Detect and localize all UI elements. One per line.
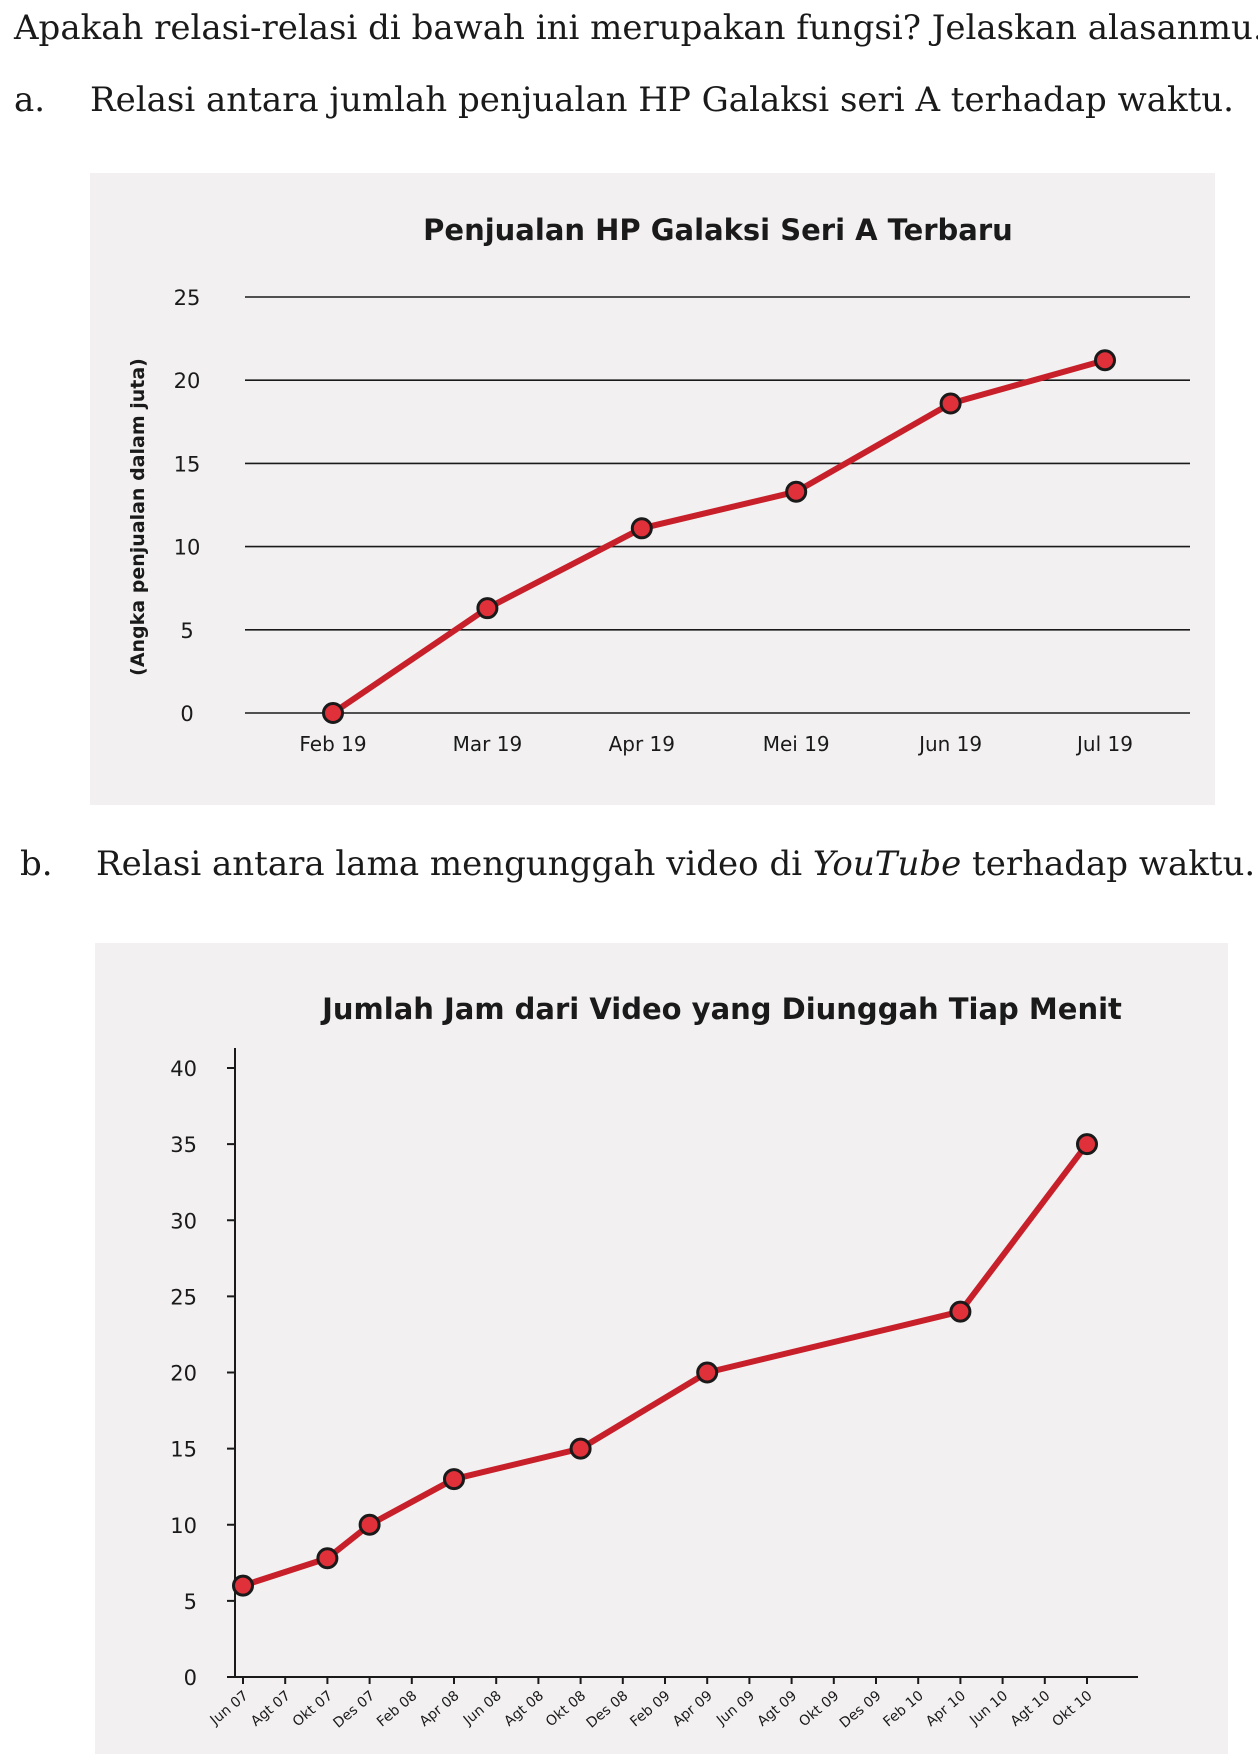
chart-b-ytick-label: 25 (170, 1285, 197, 1309)
chart-a-ylabel: (Angka penjualan dalam juta) (127, 358, 149, 676)
item-a-letter: a. (14, 80, 46, 120)
chart-a-ytick-label: 5 (180, 619, 193, 643)
chart-a-data-point (939, 392, 962, 415)
chart-b-title: Jumlah Jam dari Video yang Diunggah Tiap… (320, 992, 1122, 1026)
item-b-text-after: terhadap waktu. (961, 844, 1256, 884)
chart-a-ytick-label: 20 (174, 369, 201, 393)
chart-a-ytick-label: 15 (174, 452, 201, 476)
chart-b-ytick-label: 10 (170, 1514, 197, 1538)
chart-b-data-point (949, 1300, 972, 1323)
chart-a-xtick-label: Feb 19 (299, 732, 366, 756)
chart-a-xtick-label: Mei 19 (763, 732, 830, 756)
chart-a-data-point (630, 517, 653, 540)
chart-a-data-point (476, 597, 499, 620)
chart-b-data-point (232, 1574, 254, 1597)
chart-a-xtick-label: Mar 19 (453, 732, 523, 756)
chart-b-ytick-label: 0 (184, 1666, 197, 1690)
chart-b-data-point (443, 1468, 465, 1491)
item-b-text-italic: YouTube (812, 844, 962, 884)
chart-a-xtick-label: Apr 19 (609, 732, 675, 756)
chart-a-background (90, 173, 1215, 805)
chart-b-ytick-label: 15 (170, 1438, 197, 1462)
chart-b-ytick-label: 20 (170, 1362, 197, 1386)
chart-a-ytick-label: 0 (180, 702, 193, 726)
chart-b-data-point (696, 1361, 719, 1384)
question-intro: Apakah relasi-relasi di bawah ini merupa… (14, 8, 1258, 48)
chart-a-ytick-label: 25 (174, 286, 201, 310)
chart-b-data-point (316, 1547, 339, 1570)
chart-a-data-point (1094, 349, 1116, 372)
chart-a-data-point (322, 702, 344, 724)
chart-a-series-line (330, 357, 1108, 716)
chart-a-ytick-label: 10 (174, 536, 201, 560)
chart-b-background (95, 943, 1228, 1754)
item-b-text-before: Relasi antara lama mengunggah video di (96, 844, 813, 884)
chart-b-data-point (358, 1513, 381, 1536)
item-b-text: Relasi antara lama mengunggah video di Y… (96, 844, 1255, 884)
chart-b-data-point (1076, 1133, 1098, 1156)
chart-a-sales: Penjualan HP Galaksi Seri A Terbaru 0 5 10 1… (90, 173, 1215, 805)
chart-a-title: Penjualan HP Galaksi Seri A Terbaru (423, 213, 1013, 247)
chart-b-ytick-label: 35 (170, 1133, 197, 1157)
chart-b-data-point (569, 1437, 592, 1460)
chart-b-youtube: Jumlah Jam dari Video yang Diunggah Tiap… (95, 943, 1228, 1754)
chart-b-ytick-label: 5 (184, 1590, 197, 1614)
chart-a-xtick-label: Jun 19 (917, 732, 982, 756)
chart-b-ytick-label: 40 (170, 1057, 197, 1081)
chart-b-ytick-label: 30 (170, 1209, 197, 1233)
item-b-letter: b. (20, 844, 53, 884)
chart-a-xtick-label: Jul 19 (1075, 732, 1133, 756)
chart-a-data-point (785, 480, 808, 503)
item-a-text: Relasi antara jumlah penjualan HP Galaks… (90, 80, 1234, 120)
